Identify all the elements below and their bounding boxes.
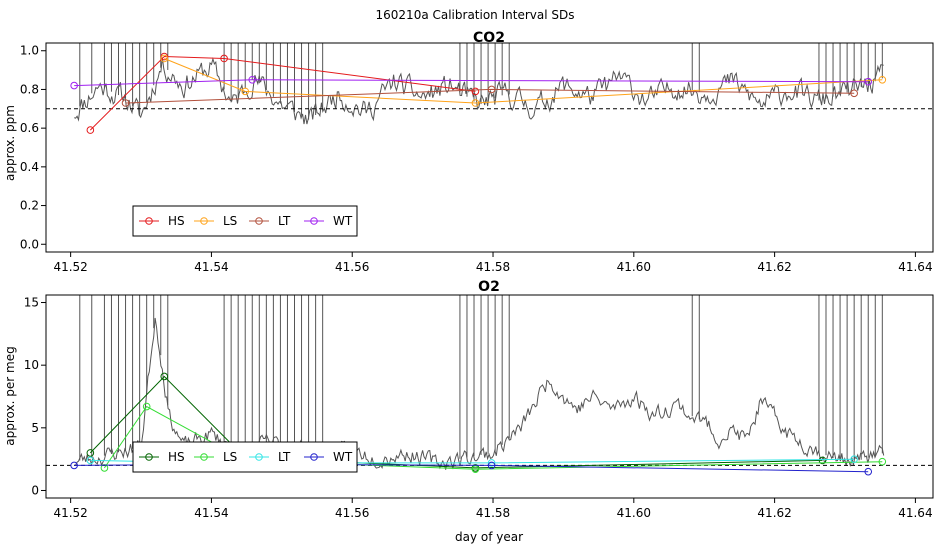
o2-legend-wt-marker: [310, 453, 318, 461]
co2-series-lt-line: [125, 88, 855, 104]
page-title: 160210a Calibration Interval SDs: [376, 8, 575, 22]
o2-x-tick-label: 41.54: [194, 506, 228, 520]
co2-series-hs-point: [471, 87, 480, 96]
o2-series-hs-point: [160, 372, 169, 381]
co2-series-wt-point: [864, 77, 873, 86]
o2-series-hs-point: [86, 449, 95, 457]
co2-y-tick-label: 0.6: [20, 121, 39, 135]
co2-y-axis-label: approx. ppm: [3, 105, 17, 181]
o2-y-axis-label: approx. per meg: [3, 346, 17, 445]
o2-x-tick-label: 41.52: [53, 506, 87, 520]
co2-series-ls-point: [878, 75, 887, 84]
o2-legend-ls-label: LS: [223, 450, 237, 464]
o2-x-tick-label: 41.64: [898, 506, 932, 520]
co2-legend-hs-label: HS: [168, 214, 185, 228]
co2-y-tick-label: 0.4: [20, 160, 39, 174]
o2-panel-title: O2: [478, 279, 500, 295]
co2-x-tick-label: 41.58: [476, 260, 510, 274]
co2-series-wt-point: [70, 81, 78, 90]
co2-panel-title: CO2: [473, 30, 505, 46]
o2-legend: HS LS LT WT: [132, 441, 358, 473]
o2-legend-hs-marker: [145, 453, 153, 461]
o2-legend-hs-label: HS: [168, 450, 185, 464]
o2-x-axis-label: day of year: [455, 530, 523, 544]
o2-plot-frame: [45, 294, 934, 499]
o2-panel: O2 approx. per meg day of year 41.52 41.5…: [3, 279, 934, 544]
o2-y-tick-label: 10: [24, 358, 39, 372]
o2-series-lt-point: [86, 456, 95, 465]
co2-legend-lt-marker: [255, 217, 263, 225]
o2-y-tick-label: 15: [24, 296, 39, 310]
o2-series-wt-point: [864, 467, 873, 476]
co2-series-hs-line: [89, 55, 476, 131]
co2-y-tick-label: 1.0: [20, 44, 39, 58]
co2-x-tick-label: 41.60: [617, 260, 651, 274]
o2-series-lt-point: [487, 459, 496, 467]
co2-series-hs-point: [160, 52, 169, 61]
co2-series-lt-point: [487, 85, 496, 94]
co2-legend-ls-marker: [200, 217, 208, 225]
co2-legend-wt-marker: [310, 217, 318, 225]
co2-x-tick-label: 41.62: [757, 260, 791, 274]
o2-series-ls-point: [142, 402, 151, 411]
o2-x-tick-label: 41.60: [617, 506, 651, 520]
o2-legend-lt-label: LT: [278, 450, 291, 464]
co2-series-ls-point: [241, 87, 250, 96]
co2-series-ls-point: [160, 54, 169, 63]
co2-plot-frame: [45, 42, 934, 253]
o2-legend-lt-marker: [255, 453, 263, 461]
co2-y-tick-label: 0.8: [20, 82, 39, 96]
o2-series-ls-point: [471, 465, 480, 473]
co2-series-wt-line: [74, 79, 869, 87]
co2-y-tick-label: 0.0: [20, 237, 39, 251]
co2-legend-ls-label: LS: [223, 214, 237, 228]
o2-series-lt-point: [850, 455, 858, 463]
co2-legend-hs-marker: [145, 217, 153, 225]
o2-y-tick-label: 5: [31, 421, 39, 435]
co2-series-hs-point: [220, 54, 228, 63]
o2-y-tick-label: 0: [31, 483, 39, 497]
o2-series-ls-point: [878, 457, 887, 466]
co2-legend-wt-label: WT: [333, 214, 353, 228]
co2-legend: HS LS LT WT: [132, 205, 358, 237]
o2-legend-ls-marker: [200, 453, 208, 461]
o2-x-tick-label: 41.56: [335, 506, 369, 520]
o2-x-tick-label: 41.62: [757, 506, 791, 520]
co2-x-tick-label: 41.52: [53, 260, 87, 274]
co2-x-tick-label: 41.64: [898, 260, 932, 274]
o2-series-ls-point: [100, 464, 109, 472]
co2-panel: CO2 approx. ppm 41.52 41.54 41.56 41.58 41.6…: [3, 30, 934, 274]
co2-y-tick-label: 0.2: [20, 199, 39, 213]
co2-data-trace: [74, 57, 884, 125]
o2-series-wt-point: [70, 461, 78, 470]
o2-series-wt-point: [487, 461, 496, 470]
co2-series-ls-point: [471, 99, 480, 107]
o2-data-trace: [74, 317, 885, 470]
co2-series-hs-point: [86, 126, 95, 134]
co2-x-tick-label: 41.54: [194, 260, 228, 274]
o2-x-tick-label: 41.58: [476, 506, 510, 520]
co2-legend-lt-label: LT: [278, 214, 291, 228]
o2-legend-wt-label: WT: [333, 450, 353, 464]
co2-series-lt-point: [850, 89, 858, 98]
co2-series-wt-point: [248, 75, 257, 84]
co2-x-tick-label: 41.56: [335, 260, 369, 274]
o2-series-hs-point: [818, 456, 827, 465]
co2-series-lt-point: [121, 99, 130, 107]
